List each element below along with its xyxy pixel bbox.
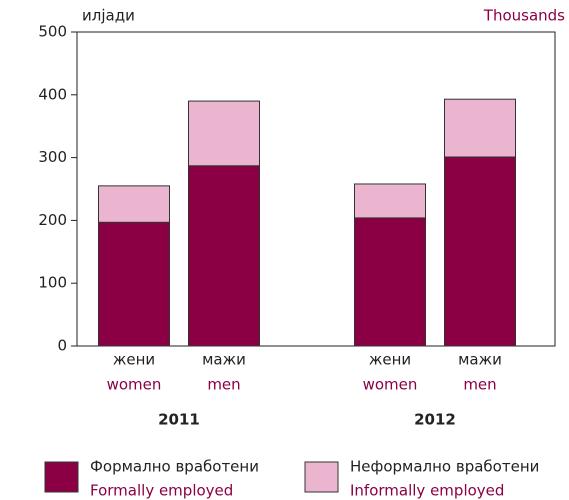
bar-segment <box>444 98 516 158</box>
bar-segment <box>188 100 260 167</box>
bar-segment <box>188 165 260 347</box>
legend-label-en: Informally employed <box>350 482 504 500</box>
x-tick-label: жени <box>113 351 155 369</box>
y-tick-label: 300 <box>38 148 67 166</box>
bar-segment <box>98 185 170 223</box>
group-label: 2011 <box>158 411 200 429</box>
y-label: илјади <box>82 7 135 25</box>
y-label-en: Thousands <box>483 7 565 25</box>
group-label: 2012 <box>414 411 456 429</box>
x-tick-label-en: women <box>363 376 418 394</box>
y-tick-label: 500 <box>38 23 67 41</box>
x-tick-label-en: men <box>463 376 496 394</box>
y-tick-label: 100 <box>38 274 67 292</box>
bar-segment <box>354 183 426 219</box>
legend-swatch <box>44 461 79 493</box>
legend-label: Формално вработени <box>90 458 259 476</box>
plot-frame <box>76 31 556 347</box>
x-tick-label-en: women <box>107 376 162 394</box>
x-tick-label: жени <box>369 351 411 369</box>
bar-segment <box>354 217 426 347</box>
x-tick-label: мажи <box>458 351 502 369</box>
bar-segment <box>444 156 516 347</box>
legend-swatch <box>304 461 339 493</box>
legend-label: Неформално вработени <box>350 458 539 476</box>
legend-label-en: Formally employed <box>90 482 233 500</box>
y-tick-label: 0 <box>57 337 67 355</box>
bar-segment <box>98 221 170 347</box>
x-tick-label-en: men <box>207 376 240 394</box>
x-tick-label: мажи <box>202 351 246 369</box>
y-tick-label: 400 <box>38 85 67 103</box>
y-tick-label: 200 <box>38 211 67 229</box>
